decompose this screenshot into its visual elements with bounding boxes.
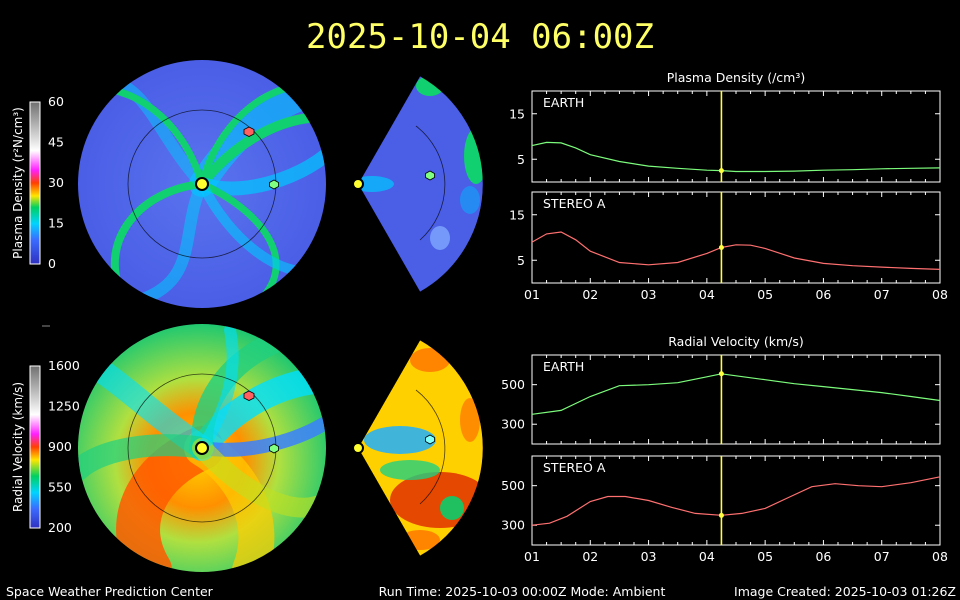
x-tick-label: 06 <box>815 287 831 302</box>
y-tick-label: 15 <box>509 207 525 222</box>
x-tick-label: 03 <box>641 287 657 302</box>
earth-marker-icon <box>269 179 279 190</box>
velocity-ecliptic-map <box>78 324 326 572</box>
y-tick-label: 300 <box>501 417 525 432</box>
series-line <box>531 373 941 415</box>
colorbar-tick-label: 0 <box>48 256 56 271</box>
series-line <box>531 231 941 270</box>
x-tick-label: 05 <box>757 549 773 564</box>
forecast-timestamp: 2025-10-04 06:00Z <box>306 17 654 57</box>
time-series-charts: Plasma Density (/cm³) 15 5 EARTH 15 5 STEREO A… <box>501 70 948 564</box>
x-tick-label: 01 <box>524 549 540 564</box>
y-tick-label: 5 <box>517 152 525 167</box>
x-tick-label: 05 <box>757 287 773 302</box>
colorbar-tick-label: 45 <box>48 135 64 150</box>
x-tick-label: 06 <box>815 549 831 564</box>
density-ecliptic-map <box>78 60 326 308</box>
density-colorbar: 60 45 30 15 0 Plasma Density (r²N/cm³) <box>11 94 64 271</box>
current-value-dot <box>718 371 724 377</box>
x-tick-label: 08 <box>932 287 948 302</box>
current-value-dot <box>718 512 724 518</box>
colorbar-tick-label: 200 <box>48 520 72 535</box>
earth-marker-icon <box>425 170 435 181</box>
x-tick-label: 07 <box>874 549 890 564</box>
colorbar-tick-label: 1250 <box>48 399 80 414</box>
density-colorbar-label: Plasma Density (r²N/cm³) <box>11 107 25 259</box>
y-tick-label: 300 <box>501 518 525 533</box>
current-value-dot <box>718 245 724 251</box>
footer-organization: Space Weather Prediction Center <box>6 584 214 599</box>
sun-icon <box>195 177 209 191</box>
x-tick-label: 07 <box>874 287 890 302</box>
y-tick-label: 500 <box>501 377 525 392</box>
panel-series-name: STEREO A <box>543 196 606 211</box>
y-tick-label: 15 <box>509 106 525 121</box>
chart-title: Radial Velocity (km/s) <box>668 334 804 349</box>
x-tick-label: 02 <box>582 287 598 302</box>
y-tick-label: 500 <box>501 478 525 493</box>
series-line <box>531 476 941 526</box>
earth-marker-icon <box>269 443 279 454</box>
x-tick-label: 04 <box>699 549 715 564</box>
chart-panel: 500 300 STEREO A 01 02 03 04 05 06 07 08 <box>501 455 948 564</box>
chart-panel: 15 5 STEREO A 01 02 03 04 05 06 07 08 <box>509 191 948 302</box>
stereo-a-marker-icon <box>243 126 255 137</box>
sun-icon <box>195 441 209 455</box>
footer-image-created: Image Created: 2025-10-03 01:26Z <box>734 584 956 599</box>
x-tick-label: 01 <box>524 287 540 302</box>
colorbar-tick-label: 550 <box>48 480 72 495</box>
stereo-a-marker-icon <box>243 390 255 401</box>
current-value-dot <box>718 168 724 174</box>
colorbar-tick-label: 1600 <box>48 358 80 373</box>
colorbar-tick-label: 30 <box>48 175 64 190</box>
x-tick-label: 03 <box>641 549 657 564</box>
velocity-colorbar-label: Radial Velocity (km/s) <box>11 382 25 512</box>
footer-run-info: Run Time: 2025-10-03 00:00Z Mode: Ambien… <box>379 584 666 599</box>
panel-series-name: EARTH <box>543 95 584 110</box>
panel-frame <box>531 354 941 445</box>
sun-icon <box>352 442 364 454</box>
y-tick-label: 5 <box>517 253 525 268</box>
colorbar-tick-label: 900 <box>48 439 72 454</box>
chart-panel: 500 300 EARTH <box>501 354 941 445</box>
series-line <box>531 141 941 173</box>
x-tick-label: 04 <box>699 287 715 302</box>
x-tick-label: 08 <box>932 549 948 564</box>
colorbar-tick-label: 15 <box>48 216 64 231</box>
panel-series-name: STEREO A <box>543 460 606 475</box>
chart-panel: 15 5 EARTH <box>509 90 941 183</box>
earth-marker-icon <box>425 434 435 445</box>
chart-group: Plasma Density (/cm³) 15 5 EARTH 15 5 STEREO A… <box>509 70 948 302</box>
panel-series-name: EARTH <box>543 359 584 374</box>
chart-group: Radial Velocity (km/s) 500 300 EARTH 500 300 S… <box>501 334 948 564</box>
velocity-meridional-map <box>352 339 484 557</box>
colorbar-tick-label: 60 <box>48 94 64 109</box>
x-tick-label: 02 <box>582 549 598 564</box>
velocity-colorbar: 1600 1250 900 550 200 Radial Velocity (km/s) <box>11 358 80 535</box>
sun-icon <box>352 178 364 190</box>
density-meridional-map <box>352 75 484 293</box>
chart-title: Plasma Density (/cm³) <box>667 70 806 85</box>
